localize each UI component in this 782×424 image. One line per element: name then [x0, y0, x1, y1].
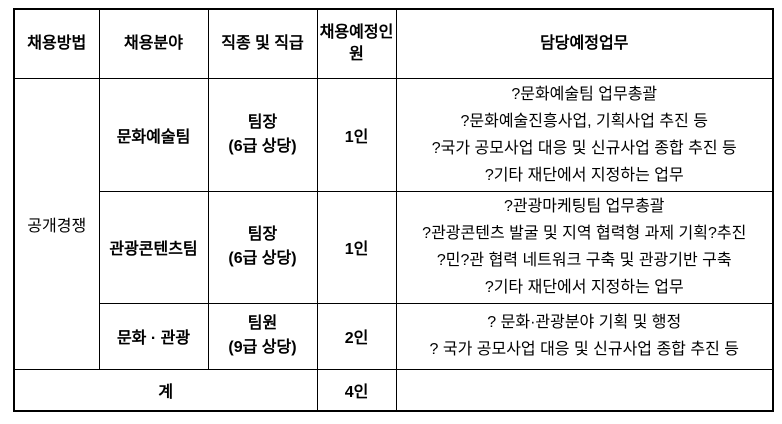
table-row-tourism-content: 관광콘텐츠팀 팀장 (6급 상당) 1인 ?관광마케팅팀 업무총괄 ?관광콘텐츠… — [14, 190, 774, 304]
job-position: 팀장 — [247, 113, 278, 131]
method-cell: 공개경쟁 — [13, 77, 100, 370]
recruitment-table-container: 채용방법 채용분야 직종 및 직급 채용예정인원 담당예정업무 공개경쟁 문화예… — [13, 8, 774, 412]
duties-cell: ? 문화·관광분야 기획 및 행정 ? 국가 공모사업 대응 및 신규사업 종합… — [395, 302, 774, 370]
total-label-cell: 계 — [13, 368, 318, 412]
header-job: 직종 및 직급 — [207, 8, 318, 79]
field-cell: 문화 · 관광 — [98, 302, 209, 370]
job-position: 팀장 — [247, 226, 278, 243]
duties-cell: ?관광마케팅팀 업무총괄 ?관광콘텐츠 발굴 및 지역 협력형 과제 기획?추진… — [395, 190, 774, 304]
duty-line: ?관광콘텐츠 발굴 및 지역 협력형 과제 기획?추진 — [422, 225, 747, 242]
total-count-cell: 4인 — [316, 368, 397, 412]
job-grade: (6급 상당) — [228, 137, 297, 155]
duty-line: ?문화예술진흥사업, 기획사업 추진 등 — [460, 112, 708, 130]
duty-line: ?문화예술팀 업무총괄 — [511, 85, 658, 103]
recruitment-table: 채용방법 채용분야 직종 및 직급 채용예정인원 담당예정업무 공개경쟁 문화예… — [13, 8, 774, 412]
table-row-culture-tourism: 문화 · 관광 팀원 (9급 상당) 2인 ? 문화·관광분야 기획 및 행정 … — [14, 302, 774, 370]
duty-line: ?민?관 협력 네트워크 구축 및 관광기반 구축 — [436, 252, 732, 269]
duty-line: ? 국가 공모사업 대응 및 신규사업 종합 추진 등 — [429, 341, 739, 358]
job-grade: (9급 상당) — [228, 339, 297, 356]
field-cell: 문화예술팀 — [98, 77, 209, 192]
table-header-row: 채용방법 채용분야 직종 및 직급 채용예정인원 담당예정업무 — [13, 8, 774, 79]
job-position: 팀원 — [247, 315, 278, 332]
job-cell: 팀원 (9급 상당) — [207, 302, 318, 370]
header-method: 채용방법 — [13, 8, 100, 79]
job-grade: (6급 상당) — [228, 250, 297, 267]
job-cell: 팀장 (6급 상당) — [207, 190, 318, 304]
duty-line: ?국가 공모사업 대응 및 신규사업 종합 추진 등 — [431, 139, 737, 157]
field-cell: 관광콘텐츠팀 — [98, 190, 209, 304]
job-cell: 팀장 (6급 상당) — [207, 77, 318, 192]
count-cell: 2인 — [316, 302, 397, 370]
duty-line: ?관광마케팅팀 업무총괄 — [503, 198, 665, 215]
header-field: 채용분야 — [98, 8, 209, 79]
count-cell: 1인 — [316, 77, 397, 192]
total-duties-cell — [395, 368, 774, 412]
count-cell: 1인 — [316, 190, 397, 304]
duties-cell: ?문화예술팀 업무총괄 ?문화예술진흥사업, 기획사업 추진 등 ?국가 공모사… — [395, 77, 774, 192]
table-total-row: 계 4인 — [13, 368, 774, 412]
duty-line: ?기타 재단에서 지정하는 업무 — [484, 279, 684, 296]
table-row-culture-arts: 공개경쟁 문화예술팀 팀장 (6급 상당) 1인 ?문화예술팀 업무총괄 ?문화… — [13, 77, 774, 370]
duty-line: ?기타 재단에서 지정하는 업무 — [484, 166, 684, 184]
header-count: 채용예정인원 — [316, 8, 397, 79]
header-duties: 담당예정업무 — [395, 8, 774, 79]
duty-line: ? 문화·관광분야 기획 및 행정 — [487, 314, 682, 331]
